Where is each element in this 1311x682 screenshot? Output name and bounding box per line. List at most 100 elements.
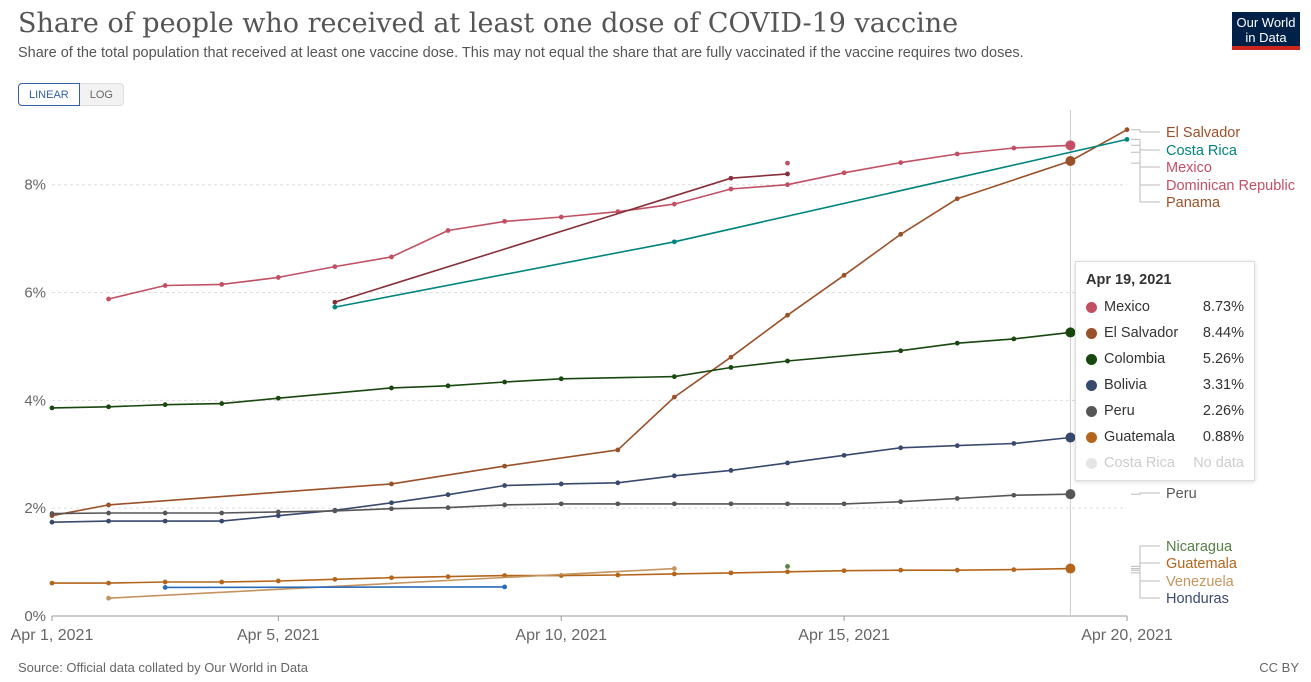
data-point-colombia [1065, 327, 1076, 338]
tooltip-value: No data [1193, 455, 1244, 471]
data-point-colombia [728, 365, 734, 370]
data-point-mexico [106, 296, 111, 302]
chart-title: Share of people who received at least on… [18, 8, 959, 39]
label-connector [1131, 138, 1160, 151]
series-el-salvador [49, 127, 1130, 519]
data-point-mexico [219, 282, 225, 287]
data-point-bolivia [1011, 441, 1017, 446]
tooltip-date: Apr 19, 2021 [1086, 272, 1172, 288]
data-point-peru [954, 496, 960, 501]
legend-dot [1086, 431, 1097, 443]
series-colombia [49, 327, 1076, 411]
data-point-bolivia [898, 445, 904, 451]
data-point-colombia [954, 340, 960, 346]
linear-scale-button[interactable]: LINEAR [18, 83, 80, 106]
data-point-mexico [162, 283, 168, 288]
data-point-el-salvador [898, 231, 904, 237]
label-connector [1131, 151, 1160, 186]
tooltip-value: 5.26% [1202, 351, 1244, 367]
data-point-peru [785, 501, 790, 507]
x-axis: Apr 1, 2021 Apr 5, 2021 Apr 10, 2021 Apr 15… [11, 615, 1173, 644]
data-point-mexico [1011, 145, 1017, 151]
data-point-bolivia [841, 452, 847, 458]
x-tick-label: Apr 20, 2021 [1081, 627, 1173, 644]
data-point-el-salvador [954, 196, 960, 202]
series-line-mexico [108, 144, 1071, 300]
data-point-colombia [1011, 336, 1017, 342]
data-point-panama [785, 160, 790, 166]
data-point-colombia [502, 379, 508, 385]
data-point-guatemala [728, 570, 734, 576]
data-point-colombia [558, 376, 564, 382]
data-point-bolivia [162, 518, 168, 524]
series-label-costa-rica: Costa Rica [1166, 143, 1238, 159]
logo-line-2: in Data [1245, 30, 1287, 45]
x-tick-label: Apr 10, 2021 [515, 627, 607, 644]
tooltip-row-colombia: Colombia 5.26% [1086, 346, 1244, 372]
legend-dot [1086, 405, 1097, 417]
data-point-guatemala [1011, 567, 1017, 573]
tooltip-row-bolivia: Bolivia 3.31% [1086, 372, 1244, 398]
data-point-mexico [785, 182, 790, 188]
data-point-peru [162, 510, 168, 516]
data-point-mexico [728, 186, 734, 192]
data-point-colombia [106, 404, 111, 410]
y-tick-label: 4% [24, 392, 46, 409]
data-point-peru [615, 501, 621, 507]
data-point-peru [389, 506, 394, 512]
tooltip-country: Mexico [1104, 299, 1150, 315]
data-point-mexico [1065, 140, 1076, 151]
series-label-mexico: Mexico [1166, 160, 1212, 176]
data-point-colombia [389, 385, 394, 391]
data-point-guatemala [332, 576, 338, 582]
tooltip-row-peru: Peru 2.26% [1086, 398, 1244, 424]
data-point-venezuela [106, 595, 111, 601]
owid-logo[interactable]: Our World in Data [1232, 12, 1300, 50]
tooltip-value: 8.44% [1202, 325, 1244, 341]
y-tick-label: 6% [24, 285, 46, 302]
label-connector [1131, 129, 1160, 133]
data-point-el-salvador [671, 394, 677, 400]
data-point-bolivia [389, 500, 394, 506]
data-point-el-salvador [841, 272, 847, 278]
chart-subtitle: Share of the total population that recei… [18, 45, 1024, 61]
y-axis: 0% 2% 4% 6% 8% [24, 177, 46, 625]
series-line-el-salvador [51, 128, 1128, 517]
data-point-peru [332, 508, 338, 514]
data-point-el-salvador [1065, 155, 1076, 166]
license-link[interactable]: CC BY [1259, 660, 1299, 675]
data-point-mexico [671, 201, 677, 207]
data-point-colombia [898, 348, 904, 354]
legend-dot [1086, 301, 1097, 313]
log-scale-button[interactable]: LOG [79, 83, 124, 106]
data-point-colombia [785, 358, 790, 364]
series-line-dominican-republic [334, 173, 788, 303]
series-costa-rica [332, 137, 1130, 310]
data-point-guatemala [445, 574, 451, 580]
data-point-peru [671, 501, 677, 507]
y-tick-label: 0% [24, 608, 46, 625]
data-point-mexico [502, 218, 508, 224]
tooltip-country: Guatemala [1104, 429, 1175, 445]
legend-dot [1086, 327, 1097, 339]
series-honduras [162, 584, 508, 590]
data-point-peru [728, 501, 734, 507]
data-point-guatemala [898, 567, 904, 573]
series-label-panama: Panama [1166, 195, 1221, 211]
series-dominican-republic [332, 171, 790, 305]
hover-tooltip: Apr 19, 2021 Mexico 8.73% El Salvador 8.44%… [1075, 261, 1255, 481]
data-point-guatemala [162, 579, 168, 585]
tooltip-country: Colombia [1104, 351, 1166, 367]
data-point-el-salvador [502, 463, 508, 469]
data-point-guatemala [785, 569, 790, 575]
series-line-honduras [165, 586, 505, 589]
series-nicaragua [785, 564, 790, 569]
data-point-peru [106, 510, 111, 516]
label-connector [1131, 569, 1160, 582]
data-point-guatemala [219, 579, 225, 585]
data-point-guatemala [389, 575, 394, 581]
data-point-colombia [219, 401, 225, 406]
tooltip-row-guatemala: Guatemala 0.88% [1086, 424, 1244, 450]
data-point-mexico [389, 254, 394, 260]
